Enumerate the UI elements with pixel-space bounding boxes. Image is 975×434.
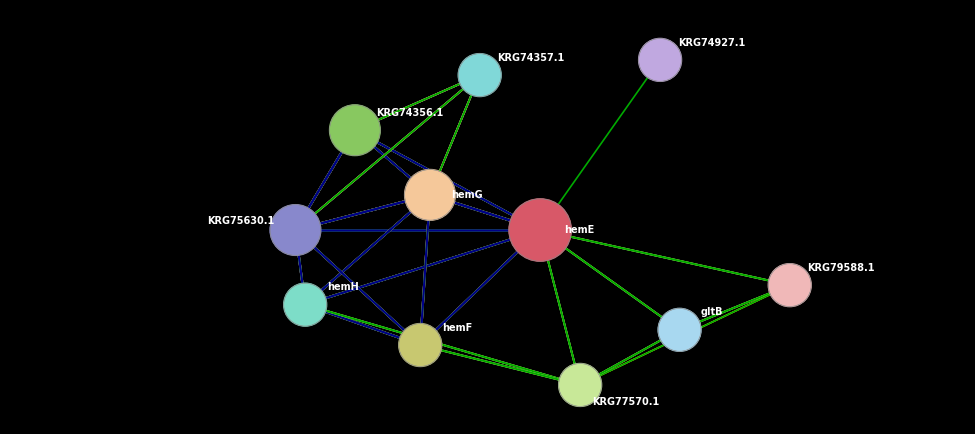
Ellipse shape [284,283,327,326]
Ellipse shape [330,105,380,155]
Text: KRG74357.1: KRG74357.1 [497,53,565,63]
Text: hemF: hemF [442,322,472,333]
Text: gltB: gltB [701,307,723,318]
Text: hemH: hemH [327,282,359,293]
Text: KRG74356.1: KRG74356.1 [376,108,444,118]
Ellipse shape [639,39,682,81]
Ellipse shape [399,324,442,366]
Text: KRG74927.1: KRG74927.1 [678,37,745,48]
Ellipse shape [270,205,321,255]
Ellipse shape [658,309,701,351]
Text: hemE: hemE [565,225,595,235]
Ellipse shape [509,199,571,261]
Ellipse shape [405,170,455,220]
Text: KRG77570.1: KRG77570.1 [592,397,659,408]
Text: hemG: hemG [451,190,483,200]
Ellipse shape [768,264,811,306]
Text: KRG79588.1: KRG79588.1 [807,263,875,273]
Ellipse shape [458,54,501,96]
Text: KRG75630.1: KRG75630.1 [207,216,274,227]
Ellipse shape [559,364,602,406]
